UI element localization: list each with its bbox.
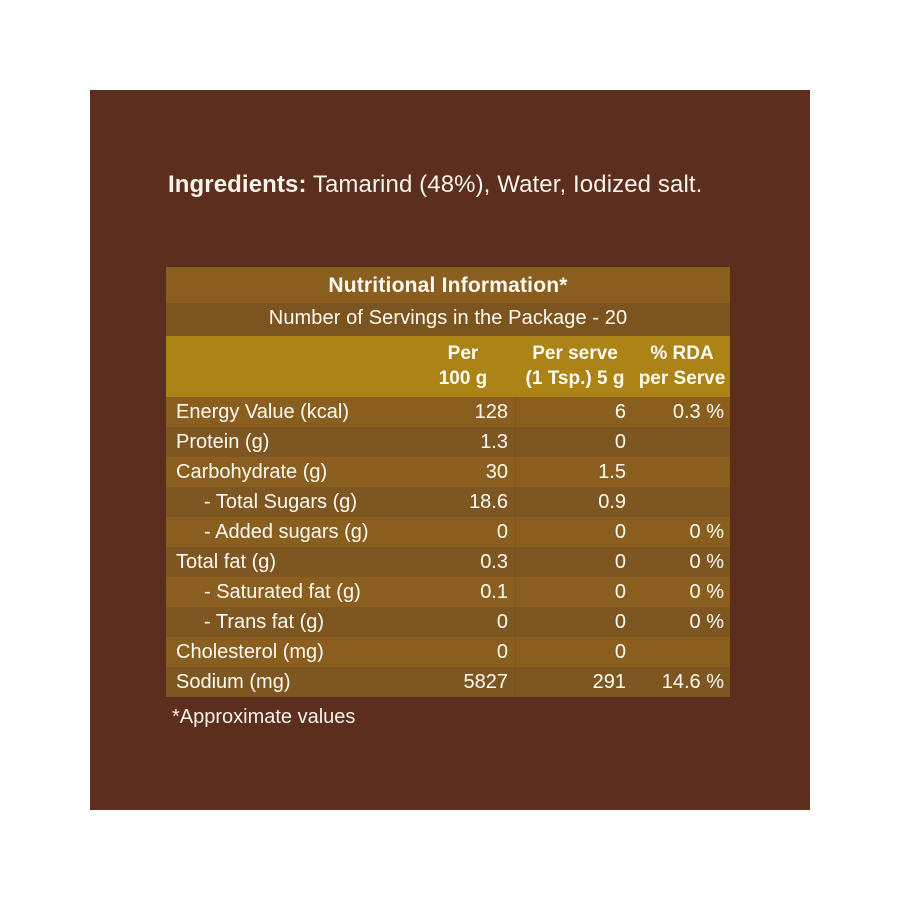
cell-per-serve: 0	[614, 551, 626, 573]
approximate-values-footnote: *Approximate values	[172, 706, 356, 728]
cell-per-100g: 0.3	[410, 547, 516, 577]
table-row: - Total Sugars (g) 18.6 0.9	[166, 487, 730, 517]
cell-per-100g: 0	[410, 637, 516, 667]
cell-per-serve: 1.5	[598, 461, 626, 483]
cell-per-100g: 5827	[410, 667, 516, 697]
nutrient-name: Sodium (mg)	[176, 671, 291, 693]
table-row: Carbohydrate (g) 30 1.5	[166, 457, 730, 487]
cell-per-serve: 0	[614, 611, 626, 633]
nutrition-label-panel: Ingredients: Tamarind (48%), Water, Iodi…	[90, 90, 810, 810]
cell-per-serve: 0	[614, 581, 626, 603]
cell-per-serve: 291	[592, 671, 626, 693]
cell-rda: 0 %	[689, 521, 724, 543]
table-row: Cholesterol (mg) 0 0	[166, 637, 730, 667]
nutrient-name: Total fat (g)	[176, 551, 277, 573]
cell-rda: 0.3 %	[672, 401, 724, 423]
table-row: - Added sugars (g) 0 0 0 %	[166, 517, 730, 547]
servings-per-package: Number of Servings in the Package - 20	[166, 303, 730, 336]
table-row: - Saturated fat (g) 0.1 0 0 %	[166, 577, 730, 607]
cell-rda: 0 %	[689, 611, 724, 633]
nutrient-name: Cholesterol (mg)	[176, 641, 324, 663]
cell-per-100g: 30	[410, 457, 516, 487]
ingredients-block: Ingredients: Tamarind (48%), Water, Iodi…	[168, 168, 728, 202]
cell-per-serve: 6	[614, 401, 626, 423]
cell-rda: 0 %	[689, 581, 724, 603]
cell-per-serve: 0	[614, 521, 626, 543]
table-row: Protein (g) 1.3 0	[166, 427, 730, 457]
table-row: Sodium (mg) 5827 291 14.6 %	[166, 667, 730, 697]
ingredients-label: Ingredients:	[168, 171, 307, 198]
cell-per-serve: 0	[614, 641, 626, 663]
nutrient-name: Protein (g)	[176, 431, 270, 453]
cell-per-serve: 0	[614, 431, 626, 453]
table-row: Energy Value (kcal) 128 6 0.3 %	[166, 397, 730, 427]
ingredients-text: Tamarind (48%), Water, Iodized salt.	[306, 171, 703, 198]
column-header-per-serve: Per serve (1 Tsp.) 5 g	[525, 343, 625, 389]
nutrient-name: - Total Sugars (g)	[204, 491, 358, 513]
nutrition-information-table: Nutritional Information* Number of Servi…	[166, 267, 730, 697]
cell-per-100g: 128	[410, 397, 516, 427]
cell-per-100g: 0.1	[410, 577, 516, 607]
cell-per-100g: 0	[410, 607, 516, 637]
nutrient-name: Energy Value (kcal)	[176, 401, 350, 423]
cell-per-100g: 1.3	[410, 427, 516, 457]
nutrient-name: - Added sugars (g)	[204, 521, 369, 543]
table-row: Total fat (g) 0.3 0 0 %	[166, 547, 730, 577]
nutrient-name: - Trans fat (g)	[204, 611, 325, 633]
table-body: Energy Value (kcal) 128 6 0.3 % Protein (g) 1…	[166, 397, 730, 697]
column-header-rda: % RDA per Serve	[638, 343, 726, 389]
table-column-headers: Per 100 g Per serve (1 Tsp.) 5 g % RDA p…	[166, 336, 730, 397]
cell-per-serve: 0.9	[598, 491, 626, 513]
cell-rda: 14.6 %	[661, 671, 724, 693]
cell-rda: 0 %	[689, 551, 724, 573]
cell-per-100g: 18.6	[410, 487, 516, 517]
nutrient-name: - Saturated fat (g)	[204, 581, 361, 603]
table-row: - Trans fat (g) 0 0 0 %	[166, 607, 730, 637]
column-header-per-100g: Per 100 g	[438, 343, 488, 389]
nutrient-name: Carbohydrate (g)	[176, 461, 328, 483]
cell-per-100g: 0	[410, 517, 516, 547]
nutrition-table-title: Nutritional Information*	[166, 267, 730, 303]
column-header-nutrient	[166, 341, 410, 391]
